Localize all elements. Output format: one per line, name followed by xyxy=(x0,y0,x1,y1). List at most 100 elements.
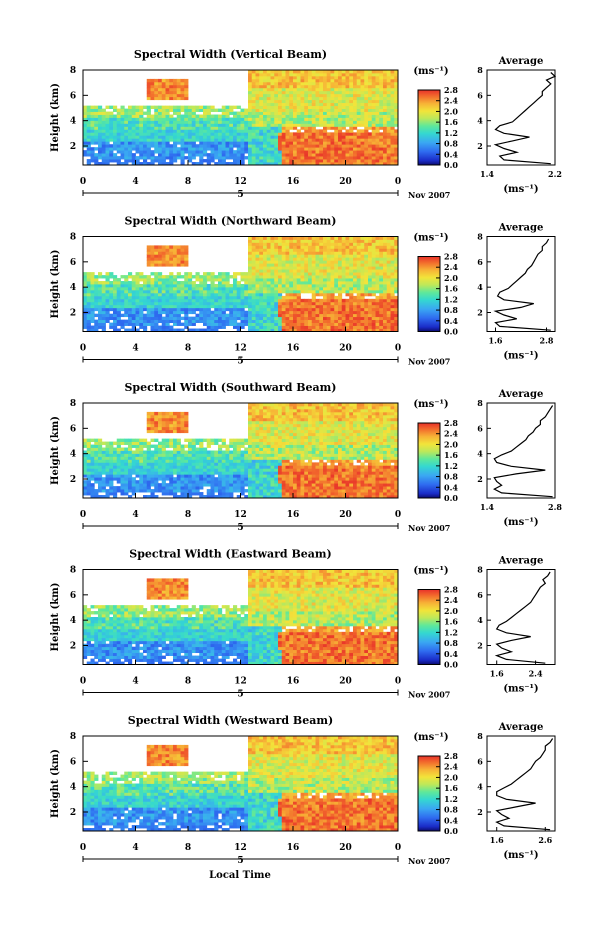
heatmap-cell xyxy=(143,123,148,127)
heatmap-cell xyxy=(266,239,271,243)
heatmap-cell xyxy=(353,254,358,258)
heatmap-cell xyxy=(323,72,328,77)
heatmap-cell xyxy=(379,162,384,166)
heatmap-cell xyxy=(311,313,316,318)
heatmap-cell xyxy=(285,138,290,142)
heatmap-cell xyxy=(83,474,88,478)
heatmap-cell xyxy=(109,289,114,294)
heatmap-cell xyxy=(281,307,286,312)
heatmap-cell xyxy=(150,456,155,460)
heatmap-cell xyxy=(326,120,331,124)
heatmap-cell xyxy=(124,438,129,442)
heatmap-cell xyxy=(214,292,219,297)
heatmap-cell xyxy=(296,260,301,264)
heatmap-cell xyxy=(229,156,234,160)
heatmap-cell xyxy=(173,159,178,163)
heatmap-cell xyxy=(206,325,211,329)
heatmap-cell xyxy=(386,162,391,166)
heatmap-cell xyxy=(349,156,354,160)
heatmap-cell xyxy=(394,316,399,321)
heatmap-cell xyxy=(349,135,354,139)
heatmap-cell xyxy=(101,141,106,145)
heatmap-cell xyxy=(109,156,114,160)
heatmap-cell xyxy=(150,141,155,145)
heatmap-cell xyxy=(169,295,174,300)
heatmap-cell xyxy=(338,251,343,255)
heatmap-cell xyxy=(293,126,298,130)
heatmap-cell xyxy=(371,105,376,109)
heatmap-cell xyxy=(383,129,388,133)
heatmap-cell xyxy=(124,483,129,487)
heatmap-cell xyxy=(225,284,230,288)
heatmap-cell xyxy=(255,298,260,303)
heatmap-cell xyxy=(225,292,230,297)
heatmap-cell xyxy=(375,286,380,291)
heatmap-cell xyxy=(161,441,166,445)
heatmap-cell xyxy=(90,108,95,112)
heatmap-cell xyxy=(368,108,373,112)
heatmap-cell xyxy=(319,254,324,258)
heatmap-cell xyxy=(289,319,294,323)
heatmap-cell xyxy=(94,117,99,121)
heatmap-cell xyxy=(356,248,361,252)
heatmap-cell xyxy=(353,307,358,312)
heatmap-cell xyxy=(169,298,174,303)
heatmap-cell xyxy=(131,477,136,481)
heatmap-cell xyxy=(206,135,211,139)
heatmap-cell xyxy=(105,444,110,448)
heatmap-cell xyxy=(259,257,264,261)
heatmap-cell xyxy=(364,322,369,326)
heatmap-cell xyxy=(90,272,95,276)
profile-title: Average xyxy=(498,56,544,67)
heatmap-cell xyxy=(263,147,268,151)
heatmap-cell xyxy=(375,313,380,318)
heatmap-cell xyxy=(94,450,99,454)
heatmap-cell xyxy=(356,141,361,145)
heatmap-cell xyxy=(263,75,268,80)
heatmap-cell xyxy=(188,278,193,282)
heatmap-cell xyxy=(349,313,354,318)
heatmap-cell xyxy=(330,138,335,142)
heatmap-cell xyxy=(345,278,350,282)
heatmap-cell xyxy=(263,316,268,321)
heatmap-cell xyxy=(131,322,136,326)
heatmap-cell xyxy=(225,138,230,142)
heatmap-cell xyxy=(248,310,253,315)
heatmap-cell xyxy=(248,105,253,109)
heatmap-cell xyxy=(383,269,388,273)
heatmap-cell xyxy=(113,316,118,321)
heatmap-cell xyxy=(278,313,283,318)
heatmap-cell xyxy=(105,304,110,309)
heatmap-cell xyxy=(233,278,238,282)
heatmap-cell xyxy=(176,453,181,457)
heatmap-cell xyxy=(315,129,320,133)
heatmap-cell xyxy=(278,99,283,104)
heatmap-cell xyxy=(360,93,365,98)
heatmap-cell xyxy=(281,84,286,89)
heatmap-cell xyxy=(244,322,249,326)
heatmap-cell xyxy=(191,286,196,291)
heatmap-cell xyxy=(128,477,133,481)
heatmap-cell xyxy=(356,286,361,291)
heatmap-cell xyxy=(330,245,335,249)
heatmap-cell xyxy=(356,135,361,139)
heatmap-cell xyxy=(349,120,354,124)
heatmap-cell xyxy=(128,123,133,127)
heatmap-cell xyxy=(304,81,309,86)
heatmap-cell xyxy=(124,108,129,112)
heatmap-cell xyxy=(101,117,106,121)
heatmap-cell xyxy=(364,159,369,163)
heatmap-cell xyxy=(311,147,316,151)
heatmap-cell xyxy=(188,141,193,145)
heatmap-cell xyxy=(124,492,129,496)
heatmap-cell xyxy=(225,289,230,294)
heatmap-cell xyxy=(259,132,264,136)
heatmap-cell xyxy=(386,132,391,136)
heatmap-cell xyxy=(150,414,155,419)
heatmap-cell xyxy=(338,304,343,309)
heatmap-cell xyxy=(221,278,226,282)
heatmap-cell xyxy=(131,301,136,306)
heatmap-cell xyxy=(214,298,219,303)
heatmap-cell xyxy=(334,159,339,163)
heatmap-cell xyxy=(154,141,159,145)
